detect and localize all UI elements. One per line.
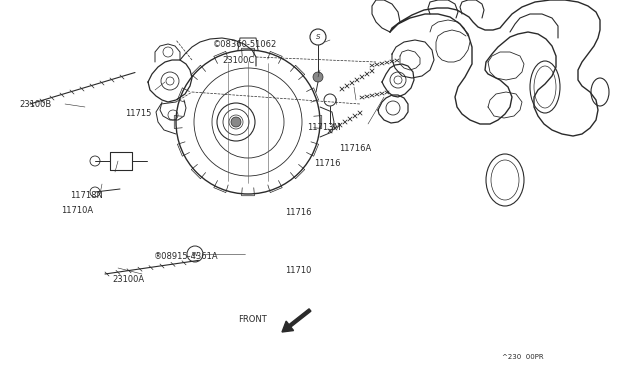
Text: W: W <box>192 251 198 257</box>
Circle shape <box>187 246 203 262</box>
Circle shape <box>90 187 100 197</box>
Text: ©08360-51062: ©08360-51062 <box>212 40 276 49</box>
Text: 11710: 11710 <box>285 266 311 275</box>
Text: 11716: 11716 <box>314 159 340 168</box>
Text: ^230  00PR: ^230 00PR <box>502 354 544 360</box>
Circle shape <box>90 156 100 166</box>
Text: 23100C: 23100C <box>223 56 255 65</box>
Text: ®08915-4361A: ®08915-4361A <box>154 252 218 261</box>
Text: 11713M: 11713M <box>307 123 341 132</box>
Circle shape <box>310 29 326 45</box>
Text: 11716: 11716 <box>285 208 311 217</box>
Circle shape <box>166 77 174 85</box>
Circle shape <box>324 94 336 106</box>
Circle shape <box>394 76 402 84</box>
Text: 11710A: 11710A <box>61 206 93 215</box>
Text: 11718N: 11718N <box>70 191 103 200</box>
Text: 11716A: 11716A <box>339 144 371 153</box>
Text: 23100A: 23100A <box>112 275 144 284</box>
Circle shape <box>231 117 241 127</box>
Circle shape <box>313 72 323 82</box>
Text: FRONT: FRONT <box>238 315 267 324</box>
Text: 11715: 11715 <box>125 109 151 118</box>
FancyArrow shape <box>282 309 311 332</box>
Text: S: S <box>316 34 320 40</box>
Text: 23100B: 23100B <box>19 100 51 109</box>
